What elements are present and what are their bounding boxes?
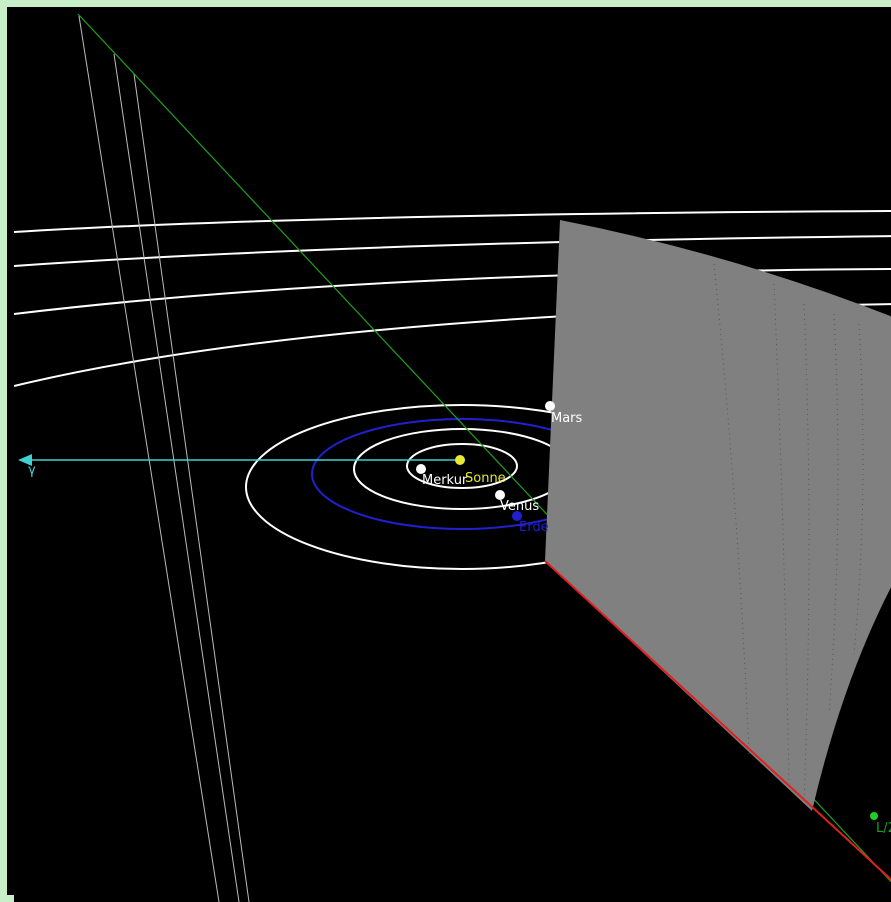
earth: Erde bbox=[512, 511, 549, 535]
vernal-arrow-icon bbox=[18, 454, 32, 466]
mercury-orbit bbox=[406, 443, 518, 489]
sun: Sonne bbox=[455, 455, 506, 486]
mars-label: Mars bbox=[551, 411, 583, 426]
sun-label: Sonne bbox=[465, 471, 506, 486]
mercury: Merkur bbox=[416, 464, 468, 488]
outer-orbit-2 bbox=[14, 235, 891, 267]
mercury-label: Merkur bbox=[422, 473, 468, 488]
lower-right-label: L/2 bbox=[876, 821, 891, 836]
vernal-gamma-label: γ bbox=[28, 463, 36, 478]
vertical-line-3 bbox=[133, 73, 250, 902]
mars: Mars bbox=[545, 401, 583, 426]
vertical-line-1 bbox=[78, 15, 220, 902]
lower-right-marker: L/2 bbox=[870, 812, 891, 836]
plane-texture bbox=[713, 263, 864, 805]
solar-system-scene[interactable]: γ Sonne Merkur Venus Erde Mars L/2 bbox=[14, 14, 891, 902]
venus-label: Venus bbox=[500, 499, 539, 514]
outer-orbit-1 bbox=[14, 210, 891, 233]
earth-label: Erde bbox=[519, 520, 549, 535]
venus: Venus bbox=[495, 490, 539, 514]
near-vertical-lines bbox=[78, 15, 250, 902]
plane-edge bbox=[544, 560, 891, 881]
grey-plane bbox=[545, 220, 891, 811]
vernal-axis: γ bbox=[18, 454, 462, 478]
vertical-line-2 bbox=[113, 53, 240, 902]
